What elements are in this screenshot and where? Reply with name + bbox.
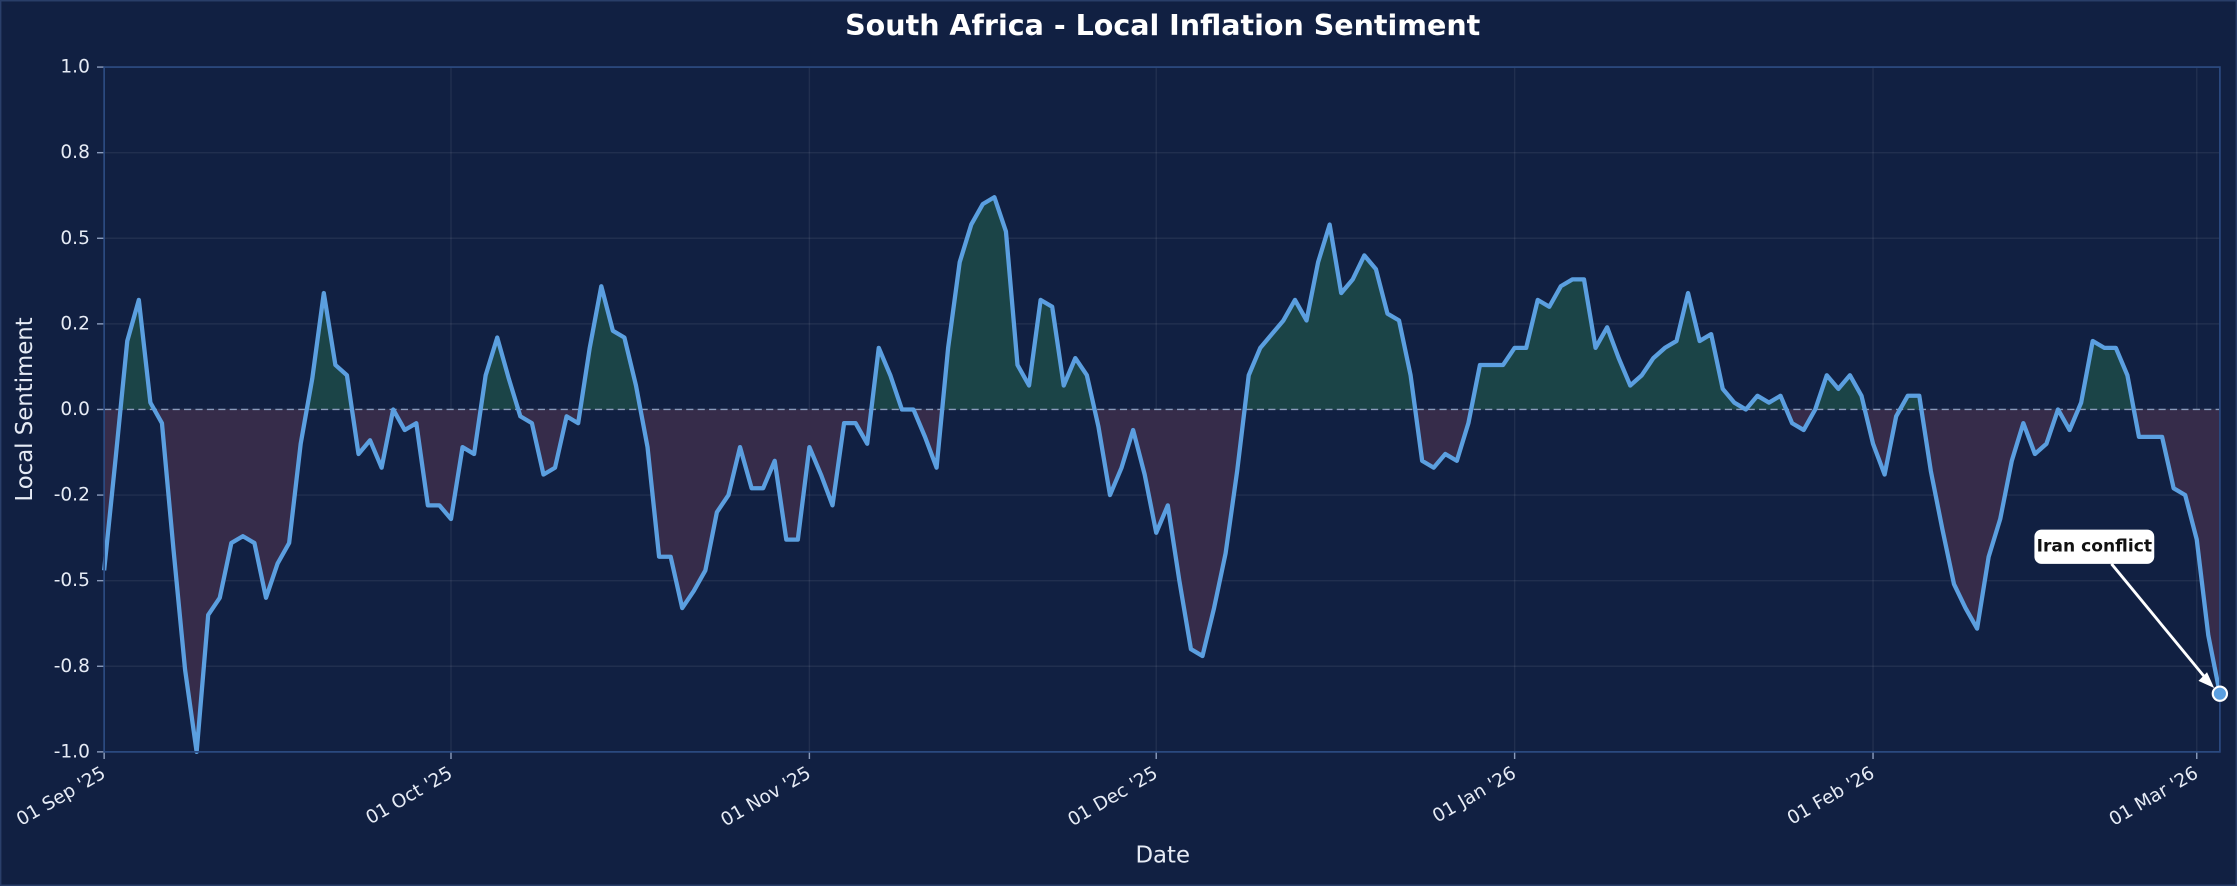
negative-area — [104, 409, 2220, 752]
line — [102, 195, 2222, 755]
y-tick-label: -0.5 — [54, 570, 90, 591]
annotation-arrowhead — [2198, 672, 2215, 688]
annotation-arrow — [2110, 562, 2213, 687]
y-tick-label: 0.0 — [60, 399, 89, 420]
y-axis-title: Local Sentiment — [12, 317, 38, 501]
plot-border — [103, 66, 2221, 753]
chart-title: South Africa - Local Inflation Sentiment — [845, 9, 1480, 42]
positive-area — [104, 197, 2220, 410]
x-axis-title: Date — [1135, 843, 1190, 869]
y-tick-label: 0.2 — [60, 313, 89, 334]
y-tick-label: -0.8 — [54, 656, 90, 677]
y-tick-label: -0.2 — [54, 485, 90, 506]
annotation-label: Iran conflict — [2037, 537, 2152, 557]
y-tick-label: -1.0 — [54, 741, 90, 762]
y-tick-label: 1.0 — [60, 57, 89, 78]
annotation-box — [2034, 529, 2155, 564]
y-tick-label: 0.5 — [60, 228, 89, 249]
annotation-point — [2211, 685, 2229, 702]
y-tick-label: 0.8 — [60, 142, 89, 163]
